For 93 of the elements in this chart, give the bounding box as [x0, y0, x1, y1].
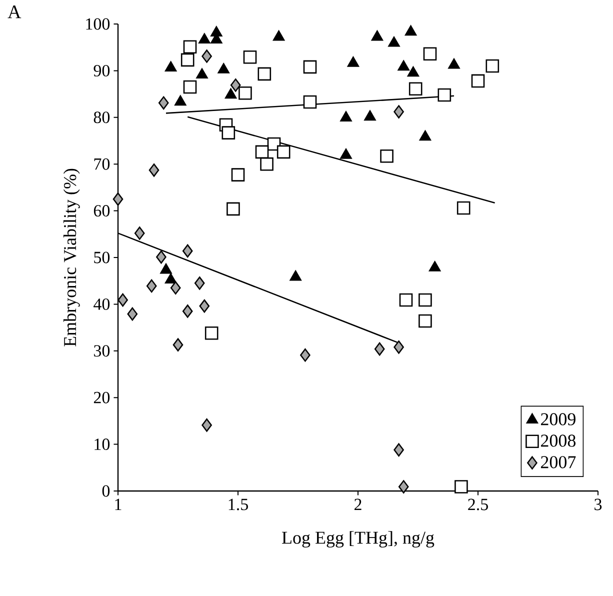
- y-tick-label: 30: [94, 345, 110, 357]
- point: [418, 293, 432, 307]
- point: [471, 74, 485, 88]
- point: [226, 202, 240, 216]
- x-tick-label: 1.5: [228, 498, 248, 510]
- point: [148, 164, 160, 177]
- point: [182, 304, 193, 318]
- y-tick-label: 10: [94, 438, 110, 450]
- point: [204, 326, 218, 340]
- point: [127, 307, 138, 321]
- point: [418, 314, 432, 328]
- x-tick-label: 2.5: [468, 498, 488, 510]
- point: [340, 111, 352, 122]
- y-tick-label: 60: [94, 205, 110, 217]
- point: [198, 33, 210, 44]
- x-tick-label: 2: [354, 498, 362, 510]
- point: [394, 443, 404, 457]
- point: [160, 263, 172, 274]
- point: [199, 299, 210, 313]
- point: [260, 157, 274, 171]
- point: [388, 36, 400, 47]
- point: [419, 130, 432, 141]
- y-tick-label: 90: [94, 64, 110, 76]
- text: A: [8, 6, 22, 18]
- point: [486, 59, 500, 73]
- point: [300, 348, 310, 362]
- point: [231, 168, 245, 182]
- point: [456, 201, 470, 215]
- point: [194, 276, 205, 290]
- point: [224, 88, 237, 99]
- point: [272, 30, 285, 41]
- point: [238, 86, 252, 100]
- point: [423, 47, 437, 61]
- point: [371, 30, 384, 41]
- point: [408, 82, 422, 96]
- y-tick-label: 40: [94, 298, 110, 310]
- point: [380, 150, 394, 163]
- point: [398, 60, 410, 71]
- point: [230, 78, 241, 92]
- point: [399, 293, 413, 307]
- point: [134, 226, 145, 240]
- legend-label: 2009: [540, 413, 576, 426]
- point: [276, 145, 290, 159]
- y-tick-label: 70: [94, 158, 110, 170]
- y-tick-label: 0: [102, 485, 110, 497]
- point: [243, 50, 257, 64]
- point: [454, 480, 468, 494]
- point: [364, 110, 376, 121]
- legend-label: 2008: [540, 434, 576, 447]
- point: [428, 261, 441, 272]
- point: [218, 63, 230, 74]
- point: [183, 80, 197, 94]
- y-tick-label: 50: [94, 252, 110, 264]
- point: [172, 338, 184, 352]
- point: [164, 61, 177, 72]
- point: [398, 480, 409, 494]
- y-tick-label: 20: [94, 392, 110, 404]
- point: [202, 50, 212, 63]
- point: [146, 279, 157, 293]
- point: [164, 273, 177, 284]
- x-tick-label: 3: [594, 498, 602, 510]
- point: [255, 145, 269, 159]
- point: [170, 281, 181, 294]
- point: [394, 105, 404, 118]
- point: [303, 95, 317, 109]
- point: [394, 340, 404, 354]
- point: [448, 58, 460, 69]
- point: [222, 126, 236, 140]
- point: [156, 250, 166, 264]
- point: [174, 95, 186, 106]
- legend-label: 2007: [540, 456, 576, 468]
- x-tick-label: 1: [115, 498, 122, 510]
- point: [258, 67, 272, 81]
- point: [202, 418, 212, 432]
- y-tick-label: 100: [86, 18, 110, 30]
- point: [182, 244, 193, 258]
- point: [118, 293, 128, 307]
- point: [347, 56, 360, 67]
- point: [340, 148, 352, 159]
- point: [196, 68, 208, 79]
- y-tick-label: 80: [94, 112, 110, 124]
- point: [438, 88, 452, 102]
- point: [374, 342, 385, 356]
- point: [407, 66, 420, 77]
- point: [404, 25, 417, 36]
- y-axis-title: Embryonic Viability (%): [63, 168, 80, 346]
- point: [303, 60, 317, 74]
- point: [290, 270, 302, 281]
- point: [112, 192, 124, 206]
- point: [180, 53, 194, 67]
- point: [158, 96, 169, 110]
- point: [183, 40, 197, 54]
- x-axis-title: Log Egg [THg], ng/g: [282, 531, 434, 548]
